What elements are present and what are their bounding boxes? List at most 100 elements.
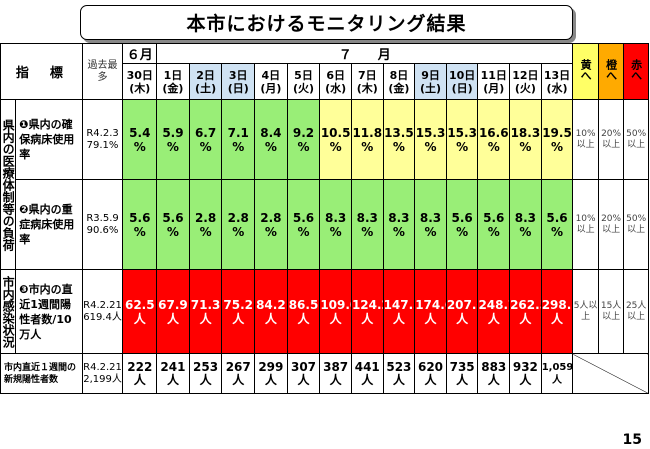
day-header: 5日 (火) [286,63,321,100]
day-date: 1日 [163,68,183,82]
day-date: 10日 [448,68,476,82]
monitoring-table: 指 標過去最多 ６月 ７ 月黄へ 橙へ 赤へ 30日 (木) 1日 (金) 2日 (土) 3日 (日) 4… [0,43,649,394]
metric-value: 13.5 [384,125,414,140]
day-date: 13日 [543,68,571,82]
day-weekday: (日) [451,81,473,95]
metric-cell: 2.8% [254,179,288,270]
metric-cell: 298.3人 [540,269,574,354]
threshold-yellow: 10%以上 [572,179,599,270]
metric-cell: 5.6% [122,179,158,270]
day-header: 9日 (土) [414,63,447,100]
new-cases-value: 735人 [449,359,475,387]
metric-value: 6.7 [194,125,217,140]
day-weekday: (火) [292,81,315,95]
new-cases-value: 523人 [386,359,412,387]
indicator-name: ❸市内の直近1週間陽性者数/10万人 [15,269,83,354]
metric-cell: 147.3人 [382,269,416,354]
metric-cell: 5.6% [445,179,479,270]
new-cases-cell: 307人 [286,353,321,394]
metric-unit: % [519,224,532,239]
metric-value: 8.3 [514,210,537,225]
indicator-header-label: 指 標 [15,66,67,81]
day-header: 13日 (水) [540,63,574,100]
day-date: 3日 [228,68,248,82]
new-cases-value: 267人 [225,359,251,387]
day-weekday: (火) [514,81,536,95]
metric-cell: 7.1% [221,99,256,180]
day-header: 7日 (木) [350,63,384,100]
metric-cell: 9.2% [286,99,321,180]
new-cases-value: 241人 [160,359,186,387]
day-header: 1日 (金) [156,63,190,100]
metric-unit: % [264,224,277,239]
metric-value: 262.5 [510,297,541,312]
day-weekday: (土) [195,81,217,95]
new-cases-value: 307人 [290,359,317,387]
day-date: 8日 [389,68,409,82]
new-cases-value: 1,059人 [541,361,573,386]
metric-unit: % [392,139,405,154]
metric-value: 8.3 [388,210,410,225]
metric-unit: % [232,139,245,154]
metric-cell: 5.6% [286,179,321,270]
new-cases-value: 222人 [127,359,153,387]
new-cases-value: 883人 [481,359,507,387]
metric-unit: % [456,224,469,239]
new-cases-cell: 1,059人 [540,353,574,394]
metric-value: 248.7 [478,297,509,312]
side-medical-text: 県内の医療体制等の負荷 [1,118,16,251]
indicator-name-text: ❶県内の確保病床使用率 [19,118,75,161]
metric-unit: % [232,224,245,239]
metric-unit: % [424,224,437,239]
new-cases-cell: 523人 [382,353,416,394]
metric-value: 15.3 [447,125,477,140]
metric-unit: % [487,224,500,239]
metric-unit: 人 [264,311,277,326]
metric-unit: 人 [424,311,437,326]
metric-unit: % [199,139,212,154]
metric-value: 86.5 [288,297,319,312]
metric-value: 5.6 [546,210,568,225]
metric-value: 2.8 [260,210,282,225]
indicator-name-text: ❷県内の重症病床使用率 [19,203,75,246]
metric-unit: % [551,224,564,239]
metric-cell: 75.2 人 [221,269,256,354]
day-weekday: (水) [325,81,347,95]
threshold-red: 50%以上 [623,99,649,180]
past-max-text: R4.2.21 619.4人 [83,299,122,323]
day-weekday: (水) [546,81,568,95]
header-yellow: 黄へ [572,43,599,100]
metric-cell: 11.8% [350,99,384,180]
new-cases-cell: 253人 [188,353,223,394]
metric-unit: % [166,139,179,154]
threshold-orange: 20%以上 [597,179,625,270]
threshold-text: 50%以上 [626,213,647,235]
threshold-yellow: 10%以上 [572,99,599,180]
indicator-header: 指 標 [0,43,83,100]
side-infection-text: 市内感染状況 [1,275,16,348]
threshold-yellow: 5人以上 [572,269,599,354]
metric-value: 11.8 [352,125,383,140]
threshold-red: 25人以上 [623,269,649,354]
new-cases-cell: 883人 [477,353,511,394]
header-orange: 橙へ [597,43,625,100]
page-title: 本市におけるモニタリング結果 [186,13,467,35]
metric-value: 62.5 [124,297,155,312]
metric-unit: % [361,139,374,154]
metric-unit: % [199,224,212,239]
day-weekday: (木) [356,81,378,95]
metric-cell: 207.0人 [445,269,479,354]
header-red: 赤へ [623,43,649,100]
past-max-value: R4.2.21 619.4人 [81,269,124,354]
metric-cell: 262.5人 [509,269,542,354]
day-weekday: (土) [419,81,442,95]
day-date: 2日 [196,68,215,82]
metric-cell: 6.7% [188,99,223,180]
metric-unit: 人 [487,311,500,326]
metric-value: 5.9 [162,125,184,140]
metric-cell: 5.6% [540,179,574,270]
metric-value: 8.3 [325,210,347,225]
new-cases-label: 市内直近１週間の新規陽性者数 [0,353,83,394]
header-orange-label: 橙へ [604,59,618,81]
header-red-label: 赤へ [629,59,643,81]
